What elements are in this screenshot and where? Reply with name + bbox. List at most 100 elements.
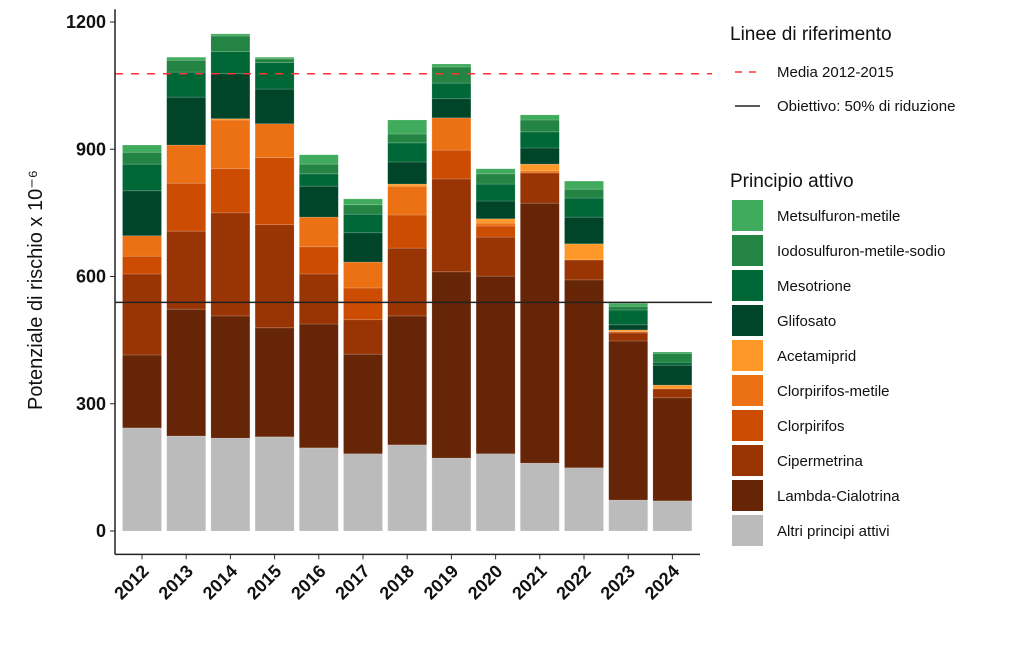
- bar-segment: [343, 232, 383, 263]
- bar-segment: [431, 98, 472, 119]
- x-tick-label: 2023: [597, 561, 639, 603]
- legend-swatch: [732, 375, 763, 406]
- y-tick-label: 300: [76, 394, 106, 414]
- bar-segment: [608, 340, 649, 501]
- bar-segment: [254, 224, 295, 329]
- x-tick-label: 2019: [420, 561, 462, 603]
- bar-segment: [254, 123, 295, 159]
- reference-legend-title: Linee di riferimento: [730, 24, 892, 45]
- legend-swatch: [732, 480, 763, 511]
- bar-segment: [387, 161, 428, 185]
- bar-segment: [166, 59, 206, 73]
- bar-segment: [298, 447, 339, 532]
- bar-segment: [431, 117, 472, 151]
- legend-swatch: [732, 340, 763, 371]
- bar-segment: [387, 142, 428, 163]
- bar-segment: [298, 246, 339, 275]
- series-legend-title: Principio attivo: [730, 171, 854, 192]
- y-axis-label: Potenziale di rischio x 10⁻⁶: [25, 170, 47, 410]
- bar-segment: [652, 361, 693, 366]
- bar-segment: [254, 58, 295, 64]
- bar-segment: [608, 332, 649, 342]
- legend-label: Cipermetrina: [777, 453, 864, 470]
- legend-label: Lambda-Cialotrina: [777, 488, 900, 505]
- bar-segment: [210, 35, 251, 52]
- bar-segment: [564, 243, 604, 261]
- bar-segment: [475, 168, 516, 175]
- bar-segment: [519, 131, 560, 149]
- bar-segment: [254, 62, 295, 90]
- bar-segment: [564, 197, 604, 218]
- bar-segment: [519, 163, 560, 172]
- bar-segment: [166, 182, 206, 232]
- bar-segment: [564, 188, 604, 199]
- legend-swatch: [732, 515, 763, 546]
- bar-segment: [122, 255, 162, 275]
- x-tick-label: 2012: [110, 561, 152, 603]
- bar-segment: [254, 327, 295, 438]
- bar-segment: [122, 190, 162, 237]
- bar-segment: [564, 279, 604, 469]
- bar-segment: [343, 198, 383, 206]
- legend-label: Clorpirifos-metile: [777, 383, 890, 400]
- x-tick-label: 2013: [155, 561, 197, 603]
- bar-segment: [519, 172, 560, 204]
- bar-segment: [343, 287, 383, 321]
- bar-segment: [210, 212, 251, 317]
- y-tick-label: 1200: [66, 12, 106, 32]
- x-tick-label: 2018: [376, 561, 418, 603]
- bar-segment: [210, 73, 251, 120]
- legend-label: Clorpirifos: [777, 418, 845, 435]
- bar-segment: [387, 444, 428, 532]
- bar-segment: [254, 436, 295, 532]
- bar-segment: [343, 261, 383, 289]
- x-tick-label: 2024: [641, 561, 683, 603]
- bar-segment: [431, 457, 472, 532]
- bar-segment: [298, 154, 339, 165]
- bar-segment: [343, 453, 383, 532]
- bar-segment: [475, 173, 516, 185]
- bar-segment: [298, 173, 339, 187]
- bar-segment: [254, 157, 295, 226]
- bar-segment: [519, 202, 560, 464]
- bar-segment: [254, 88, 295, 125]
- bar-segment: [210, 315, 251, 439]
- x-tick-label: 2020: [464, 561, 506, 603]
- bar-segment: [166, 71, 206, 98]
- bar-segment: [475, 218, 516, 224]
- bar-segment: [608, 499, 649, 532]
- bar-segment: [122, 144, 162, 153]
- bar-segment: [387, 315, 428, 446]
- bar-segment: [122, 151, 162, 165]
- bar-segment: [431, 178, 472, 273]
- legend-label: Iodosulfuron-metile-sodio: [777, 243, 945, 260]
- bar-segment: [298, 273, 339, 325]
- bar-segment: [475, 453, 516, 532]
- bar-segment: [166, 144, 206, 184]
- bar-segment: [122, 354, 162, 429]
- bar-segment: [387, 133, 428, 144]
- legend-swatch: [732, 410, 763, 441]
- bar-segment: [122, 235, 162, 257]
- bar-segment: [210, 51, 251, 75]
- bar-segment: [519, 170, 560, 174]
- legend-swatch: [732, 235, 763, 266]
- legend-label: Altri principi attivi: [777, 523, 890, 540]
- legend: Linee di riferimento Principio attivo Me…: [730, 24, 955, 546]
- legend-swatch: [732, 200, 763, 231]
- bar-segment: [564, 259, 604, 281]
- x-tick-label: 2017: [331, 561, 373, 603]
- bar-segment: [652, 384, 693, 390]
- legend-label: Acetamiprid: [777, 348, 856, 365]
- bar-segment: [652, 364, 693, 386]
- bar-segment: [210, 33, 251, 37]
- x-tick-label: 2022: [552, 561, 594, 603]
- bar-segment: [122, 273, 162, 356]
- bar-segment: [475, 200, 516, 220]
- legend-label: Obiettivo: 50% di riduzione: [777, 98, 955, 115]
- bar-segment: [431, 63, 472, 68]
- y-tick-label: 600: [76, 267, 106, 287]
- legend-label: Media 2012-2015: [777, 64, 894, 81]
- x-tick-label: 2014: [199, 561, 241, 603]
